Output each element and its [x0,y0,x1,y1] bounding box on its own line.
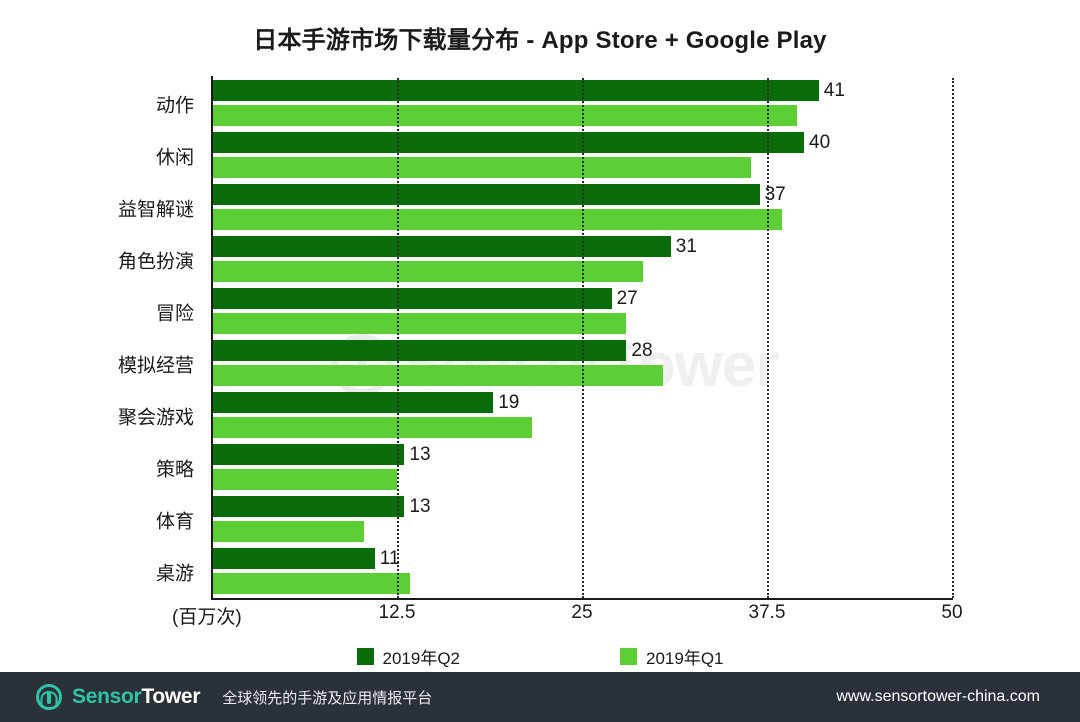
bar-row: 休闲 40 [156,130,952,182]
category-label: 体育 [155,511,194,533]
bar-value-label: 11 [379,547,400,569]
bar-q1[interactable] [212,365,664,386]
bar-row: 桌游 11 [156,546,952,598]
legend-label: 2019年Q1 [646,649,724,668]
plot-area: 动作 41 休闲 40 益智解谜 37 角色扮演 31 冒险 27 模拟经营 28 聚会游戏 19 策略 13… [118,78,954,598]
category-label: 休闲 [155,147,194,169]
x-tick-label-37.5: 37.5 [748,602,786,623]
bar-q1[interactable] [212,105,797,126]
bar-value-label: 41 [823,79,845,101]
footer-bar: SensorTower 全球领先的手游及应用情报平台 www.sensortow… [0,672,1080,722]
bar-q1[interactable] [212,261,643,282]
chart-legend: 2019年Q2 2019年Q1 [0,644,1080,669]
bar-value-label: 13 [409,495,431,517]
legend-item-q2[interactable]: 2019年Q2 [356,644,461,669]
bar-q2[interactable]: 19 [212,392,519,413]
x-tick-label-50: 50 [941,602,963,623]
bar-q2[interactable]: 27 [212,288,638,309]
bar-row: 策略 13 [156,442,952,494]
x-tick-label-25: 25 [571,602,593,623]
category-label: 益智解谜 [117,199,194,221]
gridline-25 [582,78,584,598]
footer-brand: SensorTower 全球领先的手游及应用情报平台 [36,684,432,710]
bar-row: 模拟经营 28 [118,338,952,390]
bar-value-label: 28 [631,339,653,361]
category-label: 动作 [155,95,194,117]
bar-q1[interactable] [212,469,397,490]
wordmark-sensor: Sensor [72,685,142,708]
bar-value-label: 40 [809,131,831,153]
bar-row: 动作 41 [156,78,952,130]
bar-row: 冒险 27 [156,286,952,338]
sensortower-wordmark: SensorTower [72,685,201,709]
footer-tagline: 全球领先的手游及应用情报平台 [222,689,433,707]
bar-q2[interactable]: 37 [212,184,786,205]
bar-value-label: 19 [498,391,520,413]
gridline-50 [952,78,954,598]
gridline-12.5 [397,78,399,598]
bar-q2[interactable]: 28 [212,340,653,361]
bar-q2[interactable]: 13 [212,496,431,517]
x-tick-label-12.5: 12.5 [378,602,416,623]
bar-q2[interactable]: 31 [212,236,697,257]
legend-swatch-icon [356,648,374,665]
bar-q2[interactable]: 13 [212,444,431,465]
legend-swatch-icon [620,648,637,665]
category-label: 聚会游戏 [117,407,194,429]
bar-q1[interactable] [212,573,411,594]
bar-value-label: 13 [409,443,431,465]
bar-q2[interactable]: 41 [212,80,845,101]
bar-value-label: 37 [764,183,786,205]
y-axis-line [211,76,213,600]
bar-row: 角色扮演 31 [118,234,952,286]
bar-q2[interactable]: 40 [212,132,830,153]
legend-item-q1[interactable]: 2019年Q1 [620,644,724,669]
footer-url[interactable]: www.sensortower-china.com [836,688,1040,705]
bar-q1[interactable] [212,521,365,542]
page-title: 日本手游市场下载量分布 - App Store + Google Play [253,27,827,54]
bar-q1[interactable] [212,209,782,230]
x-axis-line [211,598,953,600]
bar-q1[interactable] [212,157,751,178]
category-label: 模拟经营 [117,355,194,377]
bar-value-label: 27 [616,287,638,309]
gridline-37.5 [767,78,769,598]
sensortower-logo-icon [36,684,62,710]
wordmark-tower: Tower [141,685,201,708]
category-label: 角色扮演 [117,251,194,273]
bar-q2[interactable]: 11 [212,548,400,569]
bar-q1[interactable] [212,417,532,438]
category-label: 策略 [155,459,194,481]
x-axis-unit-label: (百万次) [172,607,242,628]
bar-value-label: 31 [675,235,697,257]
bar-row: 聚会游戏 19 [118,390,952,442]
category-label: 桌游 [155,563,194,585]
category-label: 冒险 [155,303,194,325]
bar-q1[interactable] [212,313,627,334]
bar-row: 体育 13 [156,494,952,546]
bar-row: 益智解谜 37 [118,182,952,234]
legend-label: 2019年Q2 [382,649,461,668]
